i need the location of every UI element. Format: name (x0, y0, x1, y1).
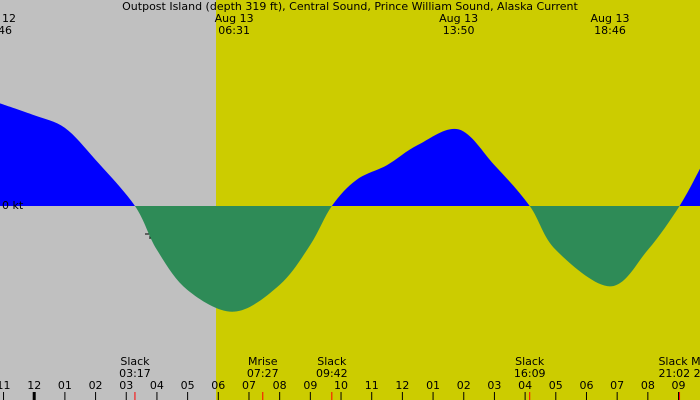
x-tick-label: 02 (457, 379, 471, 392)
x-tick-label: 11 (0, 379, 11, 392)
event-name: Slack (515, 355, 545, 368)
x-tick-label: 09 (303, 379, 317, 392)
peak-date: Aug 13 (591, 12, 630, 25)
x-tick-label: 12 (27, 379, 41, 392)
x-tick-label: 06 (579, 379, 593, 392)
peak-time: 46 (0, 24, 12, 37)
x-tick-label: 03 (487, 379, 501, 392)
x-tick-label: 03 (119, 379, 133, 392)
x-tick-label: 12 (395, 379, 409, 392)
x-tick-label: 08 (641, 379, 655, 392)
x-tick-label: 07 (610, 379, 624, 392)
flood-area (0, 103, 700, 206)
chart-title: Outpost Island (depth 319 ft), Central S… (122, 0, 578, 13)
x-tick-label: 04 (518, 379, 532, 392)
x-tick-label: 05 (181, 379, 195, 392)
x-tick-label: 06 (211, 379, 225, 392)
event-time: 21:02 2 (658, 367, 700, 380)
x-tick-label: 10 (334, 379, 348, 392)
peak-date: Aug 13 (215, 12, 254, 25)
y-tick-label: 0 kt (2, 199, 24, 212)
peak-date: Aug 13 (439, 12, 478, 25)
x-tick-label: 05 (549, 379, 563, 392)
event-name: Slack (317, 355, 347, 368)
event-name: Mrise (248, 355, 278, 368)
peak-time: 18:46 (594, 24, 626, 37)
x-tick-label: 01 (58, 379, 72, 392)
peak-date: 12 (2, 12, 16, 25)
x-tick-label: 09 (672, 379, 686, 392)
ebb-area (0, 206, 700, 312)
x-tick-label: 04 (150, 379, 164, 392)
x-tick-label: 07 (242, 379, 256, 392)
peak-time: 13:50 (443, 24, 475, 37)
peak-time: 06:31 (218, 24, 250, 37)
x-tick-label: 11 (365, 379, 379, 392)
event-time: 07:27 (247, 367, 279, 380)
x-tick-label: 02 (89, 379, 103, 392)
event-time: 09:42 (316, 367, 348, 380)
event-name: Slack (120, 355, 150, 368)
x-tick-label: 08 (273, 379, 287, 392)
event-time: 16:09 (514, 367, 546, 380)
event-name: Slack M (658, 355, 700, 368)
event-time: 03:17 (119, 367, 151, 380)
x-tick-label: 01 (426, 379, 440, 392)
